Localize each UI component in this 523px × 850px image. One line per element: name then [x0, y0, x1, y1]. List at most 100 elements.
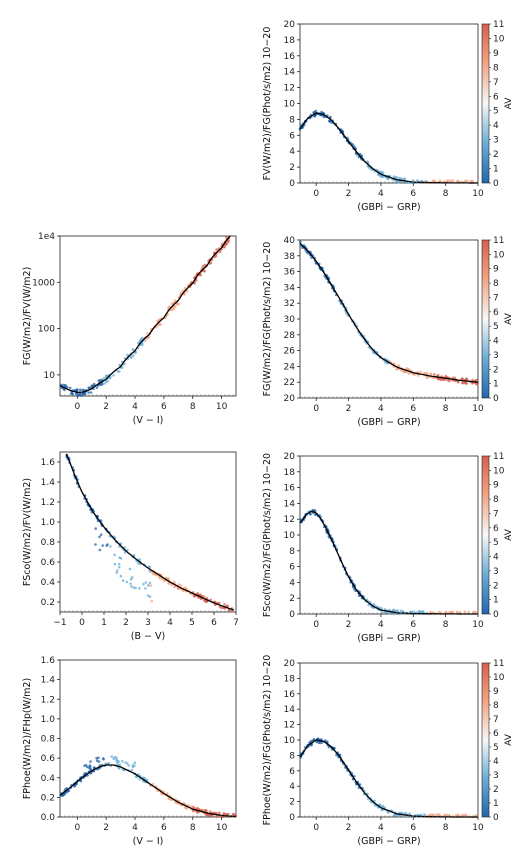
- x-tick-label: 8: [190, 823, 196, 833]
- data-point: [129, 356, 133, 360]
- y-tick-label: 6: [289, 767, 295, 777]
- data-point: [123, 551, 127, 554]
- data-point: [135, 775, 138, 779]
- colorbar-tick-label: 4: [493, 757, 499, 767]
- data-point: [430, 813, 434, 816]
- data-point: [434, 813, 438, 817]
- y-tick-label: 100: [38, 325, 55, 335]
- x-tick-label: 8: [443, 404, 449, 414]
- x-tick-label: 1: [101, 618, 107, 628]
- data-point: [431, 179, 435, 183]
- y-tick-label: 30: [284, 315, 296, 325]
- y-tick-label: 36: [284, 268, 296, 278]
- data-point: [144, 587, 147, 590]
- data-point: [115, 571, 118, 575]
- data-point: [101, 382, 104, 386]
- y-tick-label: 2: [289, 798, 295, 808]
- data-point: [73, 784, 77, 787]
- x-tick-label: 6: [161, 823, 167, 833]
- colorbar-label: AV: [504, 733, 514, 746]
- x-tick-label: 10: [216, 402, 228, 412]
- x-tick-label: 6: [410, 823, 416, 833]
- colorbar-tick-label: 0: [493, 813, 499, 823]
- colorbar-tick-label: 5: [493, 538, 499, 548]
- data-point: [89, 760, 92, 763]
- plot-area: [299, 662, 479, 818]
- plot-area: [299, 239, 479, 399]
- colorbar-tick-label: 10: [493, 466, 505, 476]
- data-point: [144, 581, 148, 584]
- colorbar-tick-label: 0: [493, 610, 499, 620]
- y-axis-label: FPhoe(W/m2)/FG(Phot/s/m2) 10−20: [262, 655, 273, 826]
- model-line: [65, 453, 235, 611]
- x-tick-label: 2: [346, 404, 352, 414]
- data-point: [328, 120, 332, 123]
- y-tick-label: 2: [289, 594, 295, 604]
- x-axis-label: (GBPi − GRP): [357, 202, 420, 213]
- data-point: [131, 348, 135, 351]
- data-point: [101, 757, 105, 760]
- colorbar-tick-label: 7: [493, 715, 499, 725]
- x-tick-label: 10: [216, 823, 228, 833]
- data-point: [310, 739, 313, 743]
- data-point: [150, 599, 153, 603]
- data-point: [383, 360, 387, 364]
- data-point: [181, 289, 185, 293]
- colorbar-tick-label: 6: [493, 524, 499, 534]
- data-point: [476, 382, 480, 385]
- colorbar-tick-label: 5: [493, 743, 499, 753]
- data-point: [158, 323, 162, 326]
- data-point: [148, 581, 152, 585]
- data-point: [117, 562, 121, 566]
- data-point: [170, 302, 174, 306]
- colorbar-tick-label: 2: [493, 581, 499, 591]
- data-point: [465, 179, 469, 182]
- x-tick-label: 0: [313, 189, 319, 199]
- y-tick-label: 14: [284, 499, 296, 509]
- data-point: [177, 302, 180, 306]
- x-tick-label: 8: [190, 402, 196, 412]
- data-point: [146, 332, 149, 335]
- x-tick-label: −1: [53, 618, 66, 628]
- panel-p2: 0 2 4 6 8 10 10 100 1000 1e4 (V − I) FG(W/m2)/FV(W/…: [22, 232, 237, 426]
- x-tick-label: 8: [443, 620, 449, 630]
- data-point: [85, 765, 89, 769]
- data-point: [218, 250, 222, 254]
- data-point: [83, 772, 87, 775]
- y-tick-label: 40: [284, 236, 296, 246]
- data-point: [457, 381, 460, 384]
- data-point: [138, 587, 141, 590]
- data-point: [431, 376, 434, 380]
- data-point: [426, 372, 429, 376]
- data-point: [168, 797, 171, 800]
- model-line: [59, 235, 231, 393]
- y-tick-label: 1.0: [41, 715, 56, 725]
- y-tick-label: 1.2: [41, 695, 55, 705]
- data-point: [411, 179, 415, 182]
- data-point: [74, 388, 77, 392]
- x-tick-label: 4: [378, 823, 384, 833]
- data-point: [173, 585, 176, 589]
- data-point: [367, 603, 371, 607]
- y-tick-label: 0.2: [41, 598, 55, 608]
- colorbar-tick-label: 9: [493, 265, 499, 275]
- y-tick-label: 1.4: [41, 478, 56, 488]
- data-point: [223, 603, 226, 606]
- data-point: [395, 176, 399, 179]
- data-point: [156, 323, 160, 327]
- colorbar-tick-label: 3: [493, 567, 499, 577]
- data-point: [151, 782, 155, 786]
- y-axis-label: FG(W/m2)/FV(W/m2): [22, 267, 33, 366]
- colorbar-tick-label: 6: [493, 729, 499, 739]
- colorbar-tick-label: 1: [493, 165, 499, 175]
- data-point: [208, 810, 212, 813]
- y-axis-label: FG(W/m2)/FG(Phot/s/m2) 10−20: [262, 242, 273, 397]
- y-tick-label: 6: [289, 131, 295, 141]
- data-point: [98, 548, 102, 552]
- y-tick-label: 2: [289, 163, 295, 173]
- data-point: [109, 545, 112, 548]
- data-point: [475, 378, 478, 382]
- y-tick-label: 1000: [32, 278, 55, 288]
- data-point: [142, 582, 145, 586]
